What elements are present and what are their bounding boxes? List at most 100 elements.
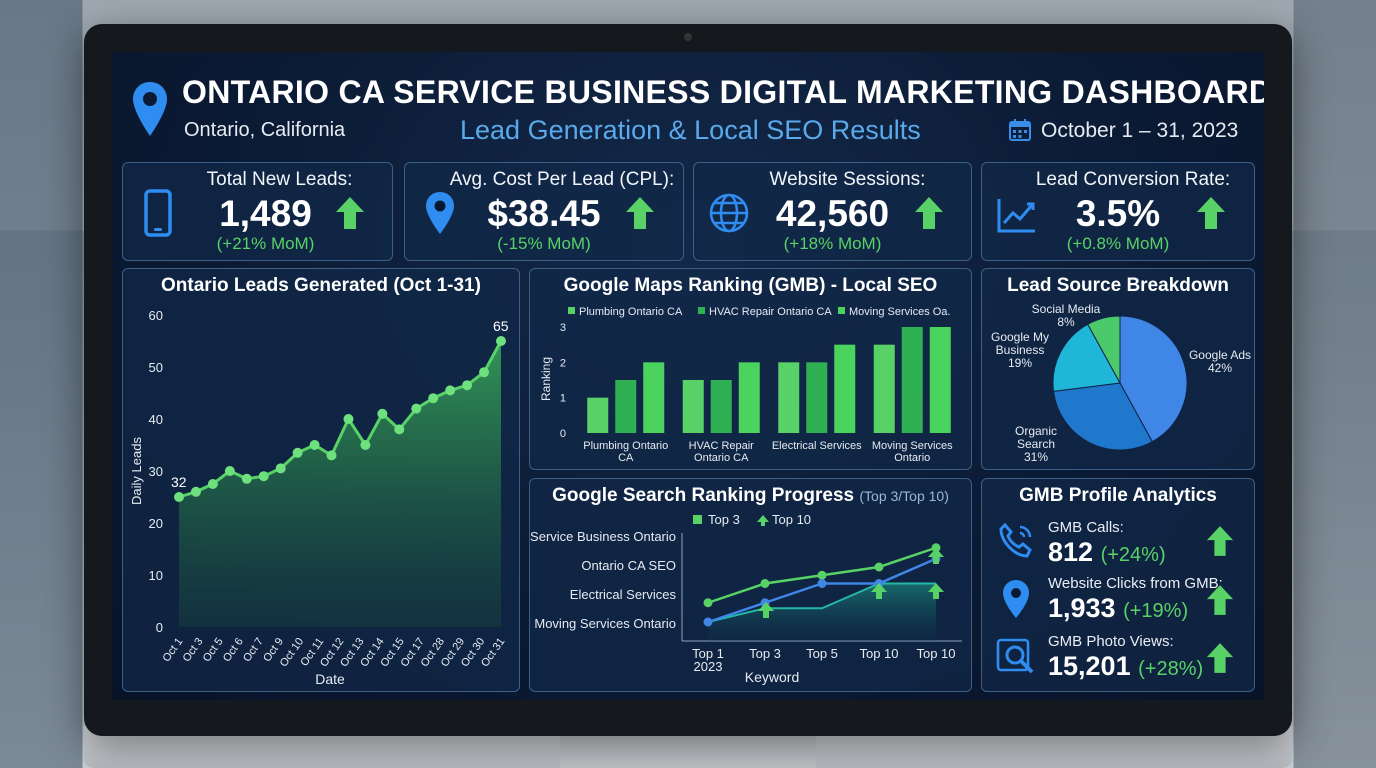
slice-label: Social Media bbox=[1032, 302, 1101, 316]
y-tick-label: 60 bbox=[149, 308, 163, 323]
y-tick-label: 3 bbox=[560, 322, 566, 334]
webcam bbox=[684, 33, 692, 41]
legend-label: Plumbing Ontario CA bbox=[579, 306, 683, 318]
y-tick-label: 20 bbox=[149, 516, 163, 531]
bar bbox=[587, 397, 609, 433]
kpi-value: 42,560 bbox=[775, 193, 890, 234]
dashboard-screen: ONTARIO CA SERVICE BUSINESS DIGITAL MARK… bbox=[112, 52, 1264, 700]
pie-slice bbox=[1052, 382, 1153, 451]
x-tick-label: Moving Services bbox=[872, 440, 953, 452]
slice-label: Google My bbox=[991, 330, 1049, 344]
data-point bbox=[411, 403, 422, 414]
data-point bbox=[309, 440, 320, 450]
pie-slice bbox=[1119, 315, 1188, 443]
x-axis-label: Keyword bbox=[745, 669, 799, 685]
slice-label: Business bbox=[996, 343, 1045, 357]
y-tick-label: 50 bbox=[149, 360, 163, 375]
legend-label: Top 3 bbox=[708, 512, 740, 527]
slice-label: Search bbox=[1017, 437, 1055, 451]
slice-pct: 8% bbox=[1057, 315, 1075, 329]
date-range[interactable]: October 1 – 31, 2023 bbox=[1041, 119, 1239, 142]
maps-chart-panel: Google Maps Ranking (GMB) - Local SEO Pl… bbox=[529, 268, 972, 470]
x-tick-label: CA bbox=[618, 452, 634, 464]
bar bbox=[901, 327, 923, 433]
location-pin-icon bbox=[426, 192, 454, 234]
slice-label: Google Ads bbox=[1189, 348, 1251, 362]
legend-label: HVAC Repair Ontario CA bbox=[709, 306, 832, 318]
y-axis-label: Ranking bbox=[539, 357, 553, 401]
gmb-value: 1,933 (+19%) bbox=[1048, 593, 1189, 623]
arrow-up-icon bbox=[336, 197, 364, 229]
location-label: Ontario, California bbox=[184, 119, 346, 141]
y-tick-label: 1 bbox=[560, 393, 566, 405]
data-point bbox=[703, 617, 713, 627]
area-fill bbox=[179, 341, 501, 627]
x-tick-label: Oct 3 bbox=[181, 636, 206, 664]
kpi-delta: (+21% MoM) bbox=[216, 234, 315, 253]
kpi-card-cpl[interactable]: Avg. Cost Per Lead (CPL): $38.45 (-15% M… bbox=[404, 162, 684, 261]
x-axis-label: Date bbox=[315, 671, 345, 687]
x-tick-label: Oct 6 bbox=[221, 636, 246, 664]
arrow-up-icon bbox=[758, 602, 774, 618]
legend-label: Top 10 bbox=[772, 512, 811, 527]
bar bbox=[778, 362, 800, 433]
x-tick-label: Oct 5 bbox=[201, 636, 226, 664]
x-tick-label: Oct 7 bbox=[241, 636, 266, 664]
search-chart-panel: Google Search Ranking Progress (Top 3/To… bbox=[529, 478, 972, 692]
maps-chart[interactable]: Plumbing Ontario CA HVAC Repair Ontario C… bbox=[530, 269, 973, 471]
x-tick-label: Ontario bbox=[894, 452, 930, 464]
legend-swatch bbox=[693, 515, 702, 524]
data-point bbox=[190, 486, 201, 497]
x-tick-label: Top 3 bbox=[749, 646, 781, 661]
kpi-label: Lead Conversion Rate: bbox=[1035, 169, 1231, 190]
bar bbox=[710, 380, 732, 433]
arrow-up-icon bbox=[915, 197, 943, 229]
arrow-up-icon bbox=[928, 583, 944, 599]
x-tick-label: HVAC Repair bbox=[689, 440, 755, 452]
x-tick-label: Plumbing Ontario bbox=[583, 440, 668, 452]
bar bbox=[615, 380, 637, 433]
bar bbox=[682, 380, 704, 433]
arrow-up-icon bbox=[1197, 197, 1225, 229]
monitor-stand bbox=[560, 736, 816, 768]
x-tick-label: Top 10 bbox=[859, 646, 898, 661]
trend-line-icon bbox=[997, 199, 1035, 233]
kpi-card-conversion[interactable]: Lead Conversion Rate: 3.5% (+0.8% MoM) bbox=[981, 162, 1255, 261]
data-point bbox=[224, 466, 235, 476]
arrow-up-icon bbox=[626, 197, 654, 229]
data-point bbox=[760, 579, 770, 588]
x-tick-label: 2023 bbox=[694, 659, 723, 674]
data-point bbox=[479, 367, 490, 378]
data-point bbox=[326, 450, 337, 461]
slice-pct: 42% bbox=[1208, 361, 1232, 375]
location-pin-icon bbox=[133, 82, 167, 136]
search-chart[interactable]: Top 3 Top 10 Service Business Ontario Ontar… bbox=[530, 479, 973, 693]
legend-arrow bbox=[757, 515, 769, 526]
kpi-label: Total New Leads: bbox=[206, 169, 353, 190]
legend-swatch bbox=[568, 307, 575, 314]
x-tick-label: Oct 1 bbox=[161, 636, 186, 664]
bar bbox=[738, 362, 760, 433]
data-point bbox=[241, 473, 252, 484]
arrow-up-icon bbox=[1206, 643, 1234, 673]
leads-chart-title: Ontario Leads Generated (Oct 1-31) bbox=[161, 275, 481, 296]
data-point bbox=[275, 463, 286, 474]
data-point bbox=[703, 598, 713, 608]
data-point bbox=[360, 440, 371, 450]
phone-icon bbox=[144, 189, 172, 237]
data-point bbox=[445, 385, 456, 396]
gmb-panel: GMB Profile Analytics GMB Calls: 812 (+2… bbox=[981, 478, 1255, 692]
location-pin-icon bbox=[1003, 580, 1029, 618]
data-label: 65 bbox=[493, 318, 509, 334]
maps-chart-title: Google Maps Ranking (GMB) - Local SEO bbox=[563, 275, 938, 296]
kpi-card-total-leads[interactable]: Total New Leads: 1,489 (+21% MoM) bbox=[122, 162, 393, 261]
pie-slice bbox=[1087, 315, 1121, 384]
x-tick-label: Top 1 bbox=[692, 646, 724, 661]
x-tick-label: Electrical Services bbox=[772, 440, 862, 452]
x-tick-label: Ontario CA bbox=[694, 452, 749, 464]
kpi-label: Website Sessions: bbox=[769, 169, 926, 190]
kpi-value: $38.45 bbox=[487, 193, 601, 234]
kpi-card-sessions[interactable]: Website Sessions: 42,560 (+18% MoM) bbox=[693, 162, 972, 261]
